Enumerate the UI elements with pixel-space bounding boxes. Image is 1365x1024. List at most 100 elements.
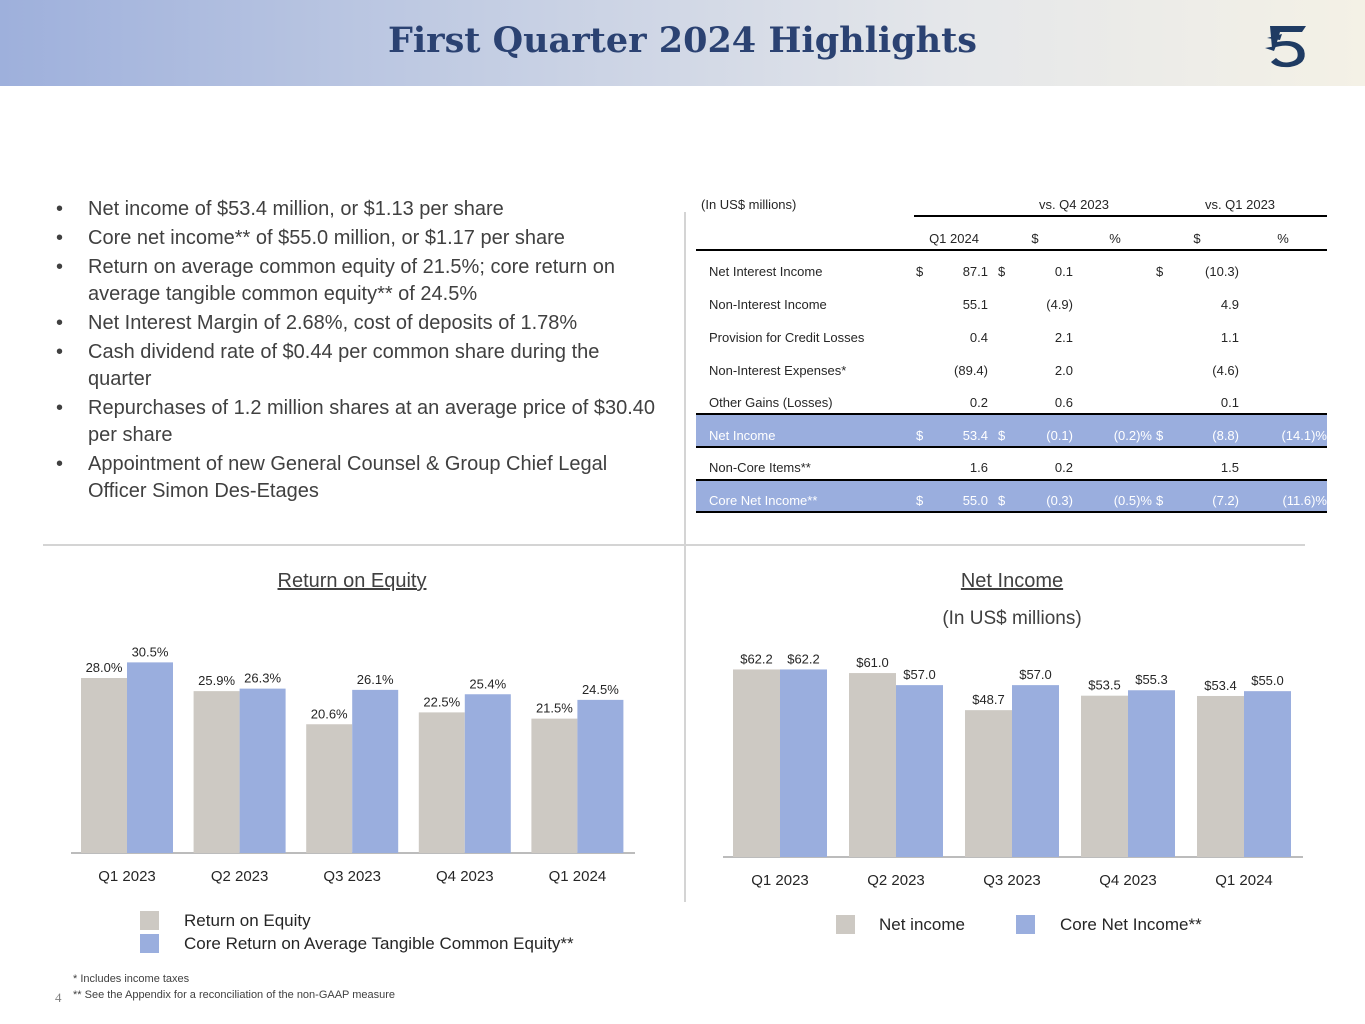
bullet-item: Core net income** of $55.0 million, or $…: [56, 225, 656, 252]
roe-chart-title: Return on Equity: [277, 570, 427, 592]
bullet-item: Net Interest Margin of 2.68%, cost of de…: [56, 310, 656, 337]
table-cell: 1.6: [969, 460, 988, 475]
x-tick-label: Q2 2023: [867, 872, 925, 889]
table-col-header: Q1 2024: [929, 231, 979, 246]
table-cell: $: [916, 264, 924, 279]
table-cell: $: [998, 493, 1006, 508]
table-cell: (0.1): [1046, 428, 1073, 443]
x-tick-label: Q1 2023: [98, 868, 156, 885]
net-income-chart-title: Net Income: [960, 570, 1064, 592]
bullet-item: Cash dividend rate of $0.44 per common s…: [56, 339, 656, 393]
bar-data-label: 22.5%: [423, 694, 460, 709]
table-cell: $: [998, 428, 1006, 443]
bar-core: [352, 689, 399, 853]
highlights-list: Net income of $53.4 million, or $1.13 pe…: [56, 196, 656, 507]
bar-primary: [965, 710, 1012, 857]
table-cell: $: [1156, 264, 1164, 279]
table-group-q1: vs. Q1 2023: [1204, 197, 1276, 212]
table-rule: [696, 413, 1327, 415]
table-rule: [696, 249, 1327, 251]
page-number: 4: [55, 990, 62, 1005]
table-cell: (14.1)%: [1281, 428, 1327, 443]
table-cell: 2.1: [1054, 330, 1073, 345]
table-row-label: Net Income: [709, 428, 776, 443]
table-col-header: %: [1109, 231, 1121, 246]
bar-primary: [306, 724, 353, 853]
table-cell: 0.2: [969, 395, 988, 410]
core-roe-legend-label: Core Return on Average Tangible Common E…: [184, 934, 574, 953]
table-cell: (4.6): [1212, 363, 1239, 378]
legend-swatch-gray: [140, 911, 159, 930]
bar-core: [1012, 685, 1059, 857]
bar-primary: [418, 712, 465, 853]
roe-legend-label: Return on Equity: [184, 911, 311, 930]
page-title: First Quarter 2024 Highlights: [387, 20, 978, 61]
table-cell: 0.6: [1054, 395, 1073, 410]
vertical-divider: [684, 212, 686, 902]
footnote: * Includes income taxes: [73, 973, 190, 985]
bar-core: [780, 669, 827, 857]
table-cell: (4.9): [1046, 297, 1073, 312]
bar-data-label: 24.5%: [582, 682, 619, 697]
table-cell: (0.5)%: [1113, 493, 1152, 508]
table-cell: 0.1: [1054, 264, 1073, 279]
table-cell: 2.0: [1054, 363, 1073, 378]
table-col-header: $: [1193, 231, 1201, 246]
bar-data-label: $48.7: [972, 692, 1005, 707]
legend-swatch-blue: [1016, 915, 1035, 934]
table-cell: 0.2: [1054, 460, 1073, 475]
table-row-label: Net Interest Income: [709, 264, 823, 279]
bar-data-label: 30.5%: [132, 644, 169, 659]
bar-primary: [1081, 695, 1128, 857]
x-tick-label: Q3 2023: [983, 872, 1041, 889]
table-rule: [696, 511, 1327, 513]
table-row-label: Non-Core Items**: [709, 460, 811, 475]
net-income-highlight: [696, 414, 1327, 446]
table-cell: (11.6)%: [1282, 493, 1327, 508]
bar-data-label: 25.4%: [469, 676, 506, 691]
bullet-item: Repurchases of 1.2 million shares at an …: [56, 395, 656, 449]
bar-primary: [193, 691, 240, 853]
bar-core: [1128, 690, 1175, 857]
bar-data-label: 28.0%: [86, 660, 123, 675]
table-cell: 55.0: [962, 493, 988, 508]
bar-data-label: $57.0: [1019, 667, 1052, 682]
bar-core: [239, 688, 286, 853]
net-income-chart-subtitle: (In US$ millions): [942, 608, 1082, 629]
x-tick-label: Q1 2023: [751, 872, 809, 889]
bar-core: [464, 694, 511, 853]
table-cell: 1.1: [1220, 330, 1239, 345]
table-row-label: Core Net Income**: [709, 493, 818, 508]
bar-data-label: $53.5: [1088, 678, 1121, 693]
table-cell: 87.1: [962, 264, 988, 279]
x-tick-label: Q4 2023: [1099, 872, 1157, 889]
bar-data-label: 20.6%: [311, 706, 348, 721]
bar-data-label: $62.2: [740, 651, 773, 666]
table-cell: (7.2): [1212, 493, 1239, 508]
bar-primary: [531, 718, 578, 853]
table-row-label: Non-Interest Expenses*: [709, 363, 847, 378]
net-income-legend-label: Net income: [879, 915, 965, 934]
x-tick-label: Q1 2024: [549, 868, 607, 885]
bar-core: [127, 662, 173, 853]
bar-data-label: 21.5%: [536, 701, 573, 716]
table-cell: (0.3): [1046, 493, 1073, 508]
bar-data-label: $53.4: [1204, 678, 1237, 693]
table-rule: [914, 215, 1327, 217]
bar-primary: [81, 678, 127, 853]
table-group-q4: vs. Q4 2023: [1038, 197, 1110, 212]
bar-data-label: $61.0: [856, 655, 889, 670]
bullet-item: Return on average common equity of 21.5%…: [56, 254, 656, 308]
table-cell: $: [1156, 428, 1164, 443]
legend-swatch-gray: [836, 915, 855, 934]
bar-primary: [1197, 695, 1244, 857]
roe-chart: 28.0% 30.5% Q1 2023 25.9% 26.3% Q2 2023 20.6% 2…: [71, 644, 635, 885]
table-cell: 4.9: [1220, 297, 1239, 312]
bar-data-label: $55.3: [1135, 672, 1168, 687]
table-rule: [696, 479, 1327, 481]
x-tick-label: Q4 2023: [436, 868, 494, 885]
net-income-chart: $62.2 $62.2 Q1 2023 $61.0 $57.0 Q2 2023 $48.7 $…: [723, 651, 1303, 889]
table-cell: $: [1156, 493, 1164, 508]
core-net-income-legend-label: Core Net Income**: [1060, 915, 1202, 934]
table-cell: 0.4: [969, 330, 988, 345]
